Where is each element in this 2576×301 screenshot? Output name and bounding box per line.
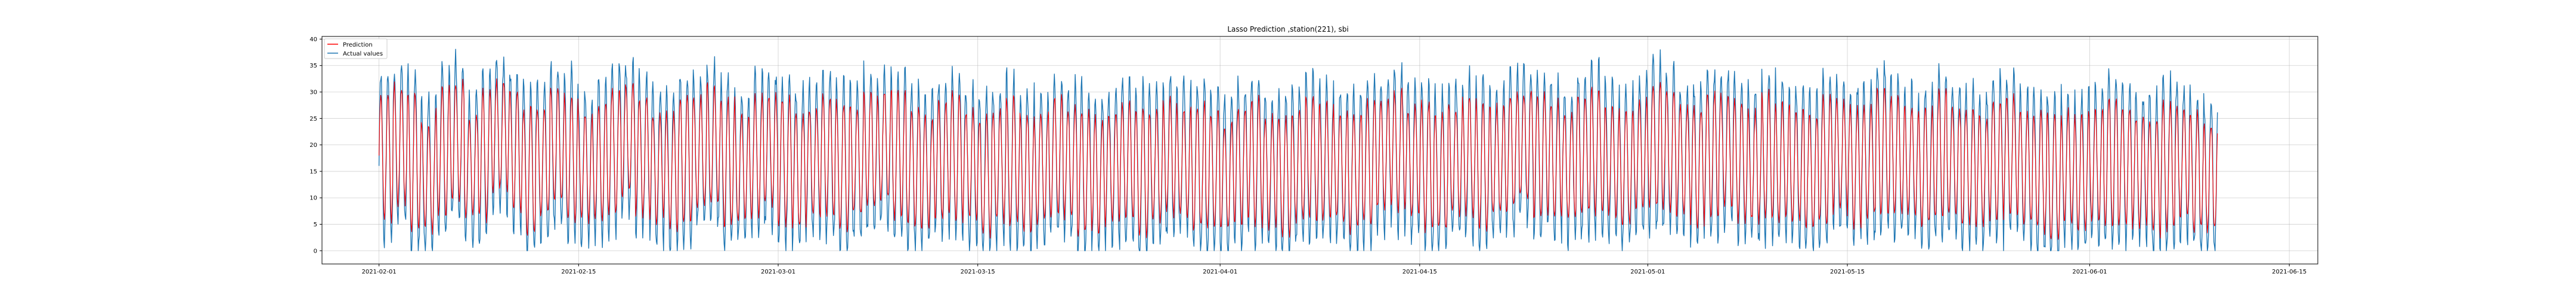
plot-frame: [321, 36, 2318, 265]
series-line-prediction: [379, 78, 2218, 240]
x-tick-label: 2021-06-15: [2272, 269, 2306, 275]
x-tick-label: 2021-05-15: [1830, 269, 1865, 275]
y-tick-label: 10: [309, 195, 317, 202]
x-tick-label: 2021-02-15: [561, 269, 596, 275]
y-tick-label: 30: [309, 90, 317, 96]
x-tick-label: 2021-03-01: [761, 269, 795, 275]
legend-label-actual-values: Actual values: [343, 51, 383, 57]
y-tick-label: 15: [309, 168, 317, 175]
x-tick-label: 2021-04-01: [1203, 269, 1237, 275]
x-tick-label: 2021-05-01: [1630, 269, 1665, 275]
legend-box: [324, 38, 388, 59]
y-tick-label: 0: [314, 248, 317, 254]
x-tick-label: 2021-06-01: [2072, 269, 2107, 275]
x-tick-label: 2021-02-01: [362, 269, 397, 275]
y-tick-label: 40: [309, 36, 317, 43]
chart-title: Lasso Prediction ,station(221), sbi: [1227, 25, 1348, 33]
legend: Prediction Actual values: [324, 38, 388, 59]
x-tick-label: 2021-03-15: [961, 269, 995, 275]
x-tick-label: 2021-04-15: [1402, 269, 1437, 275]
x-axis: 2021-02-01 2021-02-15 2021-03-01 2021-03-15…: [362, 264, 2306, 275]
legend-label-prediction: Prediction: [343, 42, 373, 48]
series-layer: [378, 48, 2218, 251]
y-tick-label: 25: [309, 116, 317, 122]
y-tick-label: 5: [314, 222, 317, 228]
y-tick-label: 20: [309, 142, 317, 149]
y-axis: 0 5 10 15 20 25 30 35 40: [309, 36, 322, 254]
y-tick-label: 35: [309, 63, 317, 69]
